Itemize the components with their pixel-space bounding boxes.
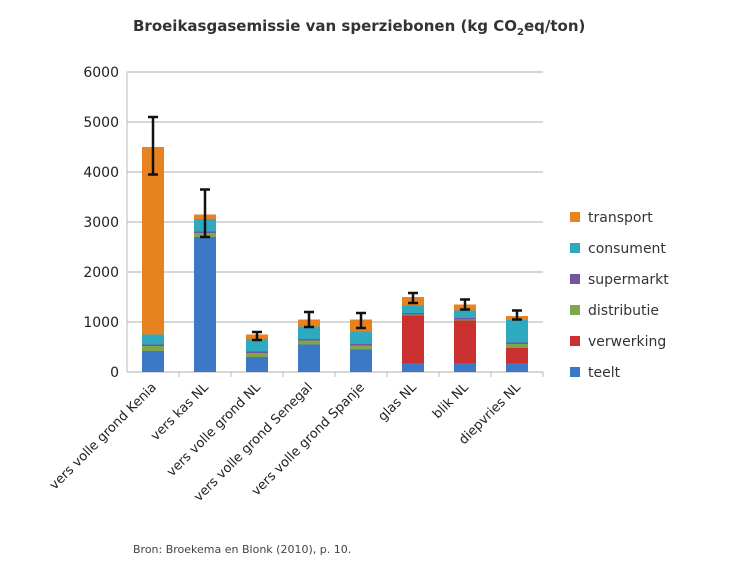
bar-segment-distributie [298, 340, 320, 345]
bar-segment-distributie [454, 319, 476, 321]
x-category-label: vers volle grond Kenia [47, 380, 160, 493]
bar-segment-supermarkt [350, 344, 372, 346]
y-tick-label: 3000 [83, 215, 119, 231]
legend-swatch-teelt [570, 367, 580, 377]
bar-segment-distributie [506, 344, 528, 348]
bar-segment-consument [350, 331, 372, 344]
y-tick-label: 1000 [83, 315, 119, 331]
bar-segment-supermarkt [506, 342, 528, 344]
bar-segment-supermarkt [454, 318, 476, 320]
y-tick-label: 2000 [83, 265, 119, 281]
bar-segment-teelt [454, 363, 476, 372]
legend-swatch-consument [570, 243, 580, 253]
error-bar [252, 330, 262, 342]
legend-swatch-distributie [570, 305, 580, 315]
bar-segment-consument [506, 320, 528, 343]
bar-segment-distributie [246, 353, 268, 357]
chart-title: Broeikasgasemissie van sperziebonen (kg … [133, 17, 585, 38]
bar-segment-verwerking [402, 315, 424, 363]
error-bar [148, 115, 158, 176]
bar-segment-teelt [142, 351, 164, 372]
legend-swatch-verwerking [570, 336, 580, 346]
bar-segment-teelt [506, 363, 528, 372]
error-bar [408, 291, 418, 305]
x-category-label: glas NL [375, 380, 420, 425]
legend-swatch-supermarkt [570, 274, 580, 284]
bar-segment-distributie [402, 314, 424, 316]
bar-segment-consument [246, 339, 268, 352]
legend-label-teelt: teelt [588, 365, 621, 381]
legend-label-supermarkt: supermarkt [588, 272, 669, 288]
bar-segment-verwerking [506, 348, 528, 363]
y-tick-label: 4000 [83, 165, 119, 181]
y-tick-label: 5000 [83, 115, 119, 131]
legend-label-transport: transport [588, 210, 653, 226]
error-bar [460, 298, 470, 311]
bar-segment-distributie [142, 346, 164, 351]
bar-segment-consument [402, 305, 424, 313]
x-category-label: vers volle grond NL [164, 380, 264, 480]
bar-segment-teelt [298, 344, 320, 372]
bar-segment-transport [142, 147, 164, 335]
x-category-label: blik NL [430, 380, 472, 422]
error-bar [512, 309, 522, 321]
bar-segment-teelt [246, 357, 268, 372]
error-bar [200, 188, 210, 239]
legend-label-verwerking: verwerking [588, 334, 666, 350]
bar-segment-teelt [350, 349, 372, 372]
legend-label-distributie: distributie [588, 303, 659, 319]
bar-segment-consument [454, 310, 476, 318]
bar-segment-supermarkt [298, 339, 320, 341]
bar-segment-distributie [350, 345, 372, 350]
bar-segment-supermarkt [402, 313, 424, 315]
legend-swatch-transport [570, 212, 580, 222]
bar-segment-consument [142, 334, 164, 345]
y-tick-label: 6000 [83, 65, 119, 81]
bar-segment-supermarkt [246, 351, 268, 353]
bar-segment-supermarkt [142, 344, 164, 346]
bar-segment-teelt [194, 237, 216, 372]
y-tick-label: 0 [110, 365, 119, 381]
error-bar [304, 310, 314, 329]
source-note: Bron: Broekema en Blonk (2010), p. 10. [133, 543, 351, 556]
bar-segment-verwerking [454, 320, 476, 363]
legend-label-consument: consument [588, 241, 666, 257]
bar-segment-consument [298, 326, 320, 339]
bar-segment-teelt [402, 363, 424, 372]
error-bar [356, 311, 366, 330]
